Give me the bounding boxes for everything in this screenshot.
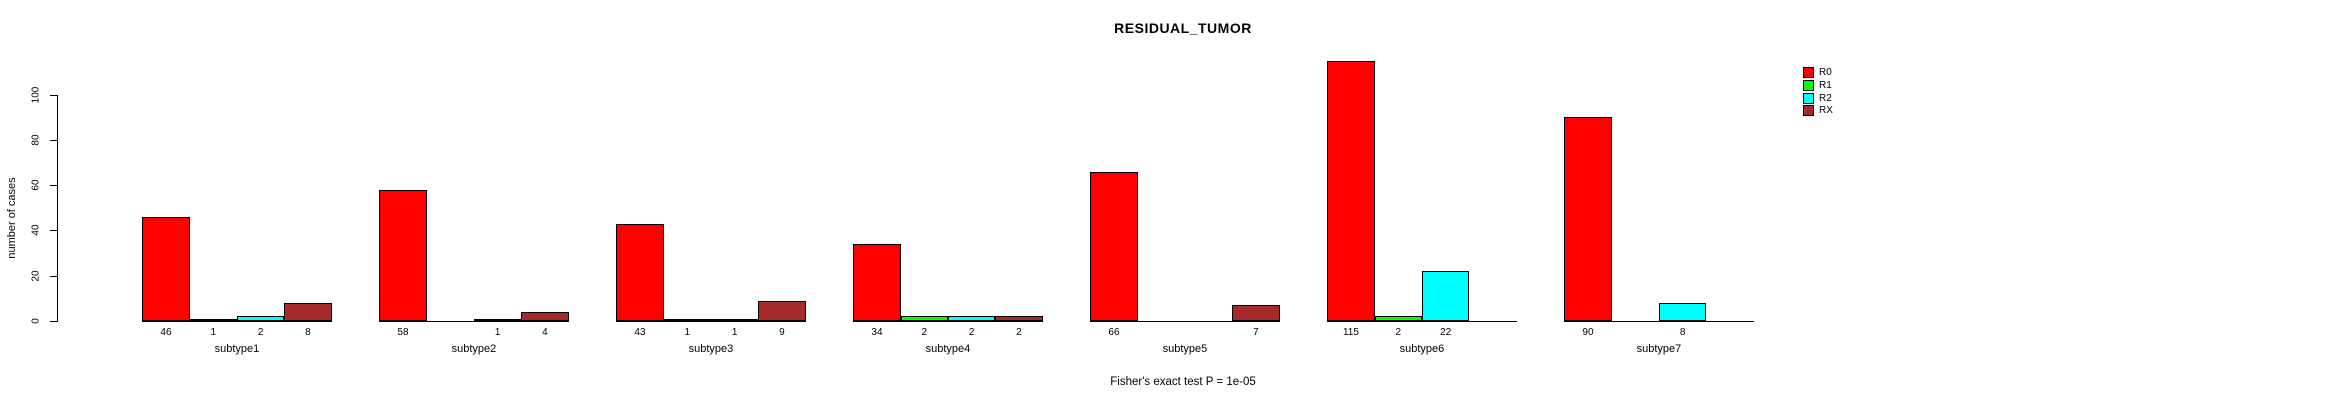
bar-value-label: 43 (634, 327, 646, 338)
bar-RX-subtype1 (284, 302, 332, 321)
bar-value-label: 2 (921, 327, 928, 338)
group-baseline (1327, 321, 1517, 322)
bar-R2-subtype3 (710, 318, 759, 321)
bar-value-label: 66 (1108, 327, 1120, 338)
group-baseline (142, 321, 332, 322)
legend-label-RX: RX (1819, 105, 1833, 117)
y-axis-label: number of cases (6, 177, 18, 259)
bar-value-label: 8 (1679, 327, 1686, 338)
category-label-subtype4: subtype4 (925, 343, 971, 355)
y-tick-label: 0 (30, 318, 42, 324)
bar-R0-subtype7 (1564, 117, 1612, 321)
bar-RX-subtype5 (1232, 305, 1280, 321)
bar-R0-subtype5 (1090, 171, 1138, 321)
category-label-subtype3: subtype3 (688, 343, 734, 355)
y-tick-label: 80 (30, 134, 42, 146)
bar-RX-subtype2 (521, 311, 569, 321)
legend-label-R2: R2 (1819, 92, 1832, 104)
legend-label-R0: R0 (1819, 67, 1832, 79)
legend-swatch-R2 (1803, 92, 1814, 104)
legend-swatch-RX (1803, 105, 1814, 117)
legend-swatch-R0 (1803, 67, 1814, 79)
bar-R2-subtype1 (236, 316, 285, 321)
bar-value-label: 2 (968, 327, 975, 338)
bar-value-label: 2 (1395, 327, 1402, 338)
bar-value-label: 115 (1342, 327, 1359, 338)
bar-value-label: 58 (397, 327, 409, 338)
y-tick (50, 275, 57, 277)
group-baseline (1564, 321, 1754, 322)
category-label-subtype2: subtype2 (451, 343, 497, 355)
bar-value-label: 1 (210, 327, 217, 338)
footnote-fishers-test: Fisher's exact test P = 1e-05 (1110, 376, 1256, 388)
bar-R0-subtype6 (1327, 60, 1375, 321)
bar-value-label: 46 (160, 327, 172, 338)
bar-R0-subtype4 (853, 244, 901, 321)
bar-R2-subtype6 (1421, 271, 1470, 321)
category-label-subtype7: subtype7 (1636, 343, 1682, 355)
y-tick-label: 60 (30, 179, 42, 191)
bar-RX-subtype3 (758, 300, 806, 321)
bar-value-label: 1 (494, 327, 501, 338)
bar-R2-subtype2 (473, 318, 522, 321)
group-baseline (379, 321, 569, 322)
bar-R1-subtype6 (1374, 316, 1422, 321)
y-tick-label: 20 (30, 270, 42, 282)
y-tick (50, 230, 57, 232)
y-tick (50, 321, 57, 322)
bar-RX-subtype4 (995, 316, 1043, 321)
bar-value-label: 2 (257, 327, 264, 338)
chart-title: RESIDUAL_TUMOR (1114, 20, 1252, 36)
bar-R1-subtype3 (663, 318, 711, 321)
bar-value-label: 8 (305, 327, 311, 338)
bar-R0-subtype3 (616, 223, 664, 321)
bar-value-label: 4 (542, 327, 548, 338)
bar-R1-subtype4 (900, 316, 948, 321)
bar-R1-subtype1 (189, 318, 237, 321)
y-tick-label: 40 (30, 224, 42, 236)
bar-R2-subtype7 (1658, 302, 1707, 321)
y-tick-label: 100 (30, 86, 42, 103)
group-baseline (853, 321, 1043, 322)
category-label-subtype1: subtype1 (214, 343, 260, 355)
bar-value-label: 1 (684, 327, 691, 338)
bar-value-label: 2 (1016, 327, 1022, 338)
bar-value-label: 9 (779, 327, 785, 338)
bar-value-label: 90 (1582, 327, 1594, 338)
legend-label-R1: R1 (1819, 80, 1832, 91)
y-axis-line (57, 94, 58, 322)
group-baseline (616, 321, 806, 322)
y-tick (50, 139, 57, 141)
bar-value-label: 7 (1253, 327, 1259, 338)
y-tick (50, 94, 57, 96)
bar-value-label: 34 (871, 327, 883, 338)
y-tick (50, 185, 57, 187)
bar-value-label: 1 (731, 327, 738, 338)
category-label-subtype6: subtype6 (1399, 343, 1445, 355)
bar-R0-subtype2 (379, 189, 427, 321)
group-baseline (1090, 321, 1280, 322)
legend-swatch-R1 (1803, 80, 1814, 91)
bar-R2-subtype4 (947, 316, 996, 321)
bar-value-label: 22 (1440, 327, 1452, 338)
category-label-subtype5: subtype5 (1162, 343, 1208, 355)
bar-R0-subtype1 (142, 216, 190, 321)
